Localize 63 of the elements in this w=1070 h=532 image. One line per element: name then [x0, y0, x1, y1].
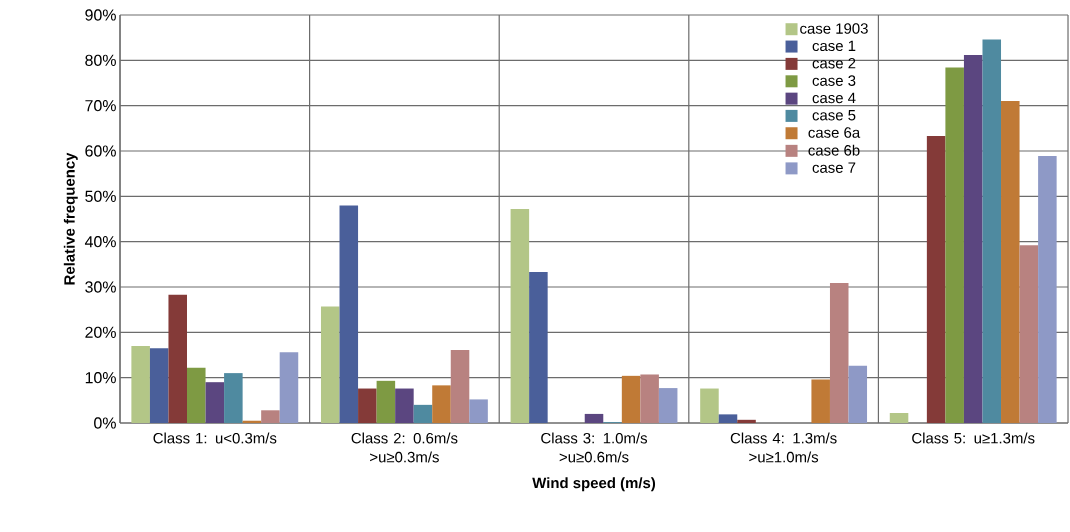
- legend-label: case 6a: [808, 127, 861, 138]
- bar: [945, 67, 964, 423]
- bar: [432, 385, 451, 423]
- legend-label: case 3: [812, 75, 856, 86]
- bar: [205, 382, 225, 423]
- bar: [187, 367, 206, 423]
- y-tick-label: 10%: [85, 372, 116, 384]
- bar: [168, 294, 187, 423]
- bar: [889, 413, 909, 423]
- x-tick-label: Class 5: u≥1.3m/s: [912, 432, 1035, 444]
- bar: [1001, 101, 1020, 423]
- bar: [700, 388, 719, 423]
- bar: [358, 388, 377, 423]
- bar: [737, 419, 756, 423]
- bar: [848, 365, 868, 423]
- bar: [510, 209, 530, 423]
- bar: [395, 388, 414, 423]
- legend-label: case 4: [812, 92, 856, 104]
- y-tick-label: 90%: [85, 9, 116, 21]
- bar: [584, 413, 604, 423]
- y-tick-label: 20%: [85, 326, 116, 338]
- bar: [339, 205, 359, 423]
- bar: [658, 388, 678, 423]
- bar: [718, 414, 738, 423]
- legend-label: case 5: [812, 110, 856, 121]
- bar: [261, 410, 280, 423]
- bar: [640, 374, 659, 423]
- bar: [829, 282, 849, 423]
- bar: [413, 404, 433, 423]
- bar: [529, 272, 548, 423]
- legend-label: case 1903: [800, 23, 868, 34]
- y-tick-label: 80%: [85, 54, 116, 66]
- bar: [469, 399, 488, 423]
- bar: [450, 350, 470, 423]
- y-tick-label: 50%: [85, 190, 116, 202]
- y-tick-label: 60%: [85, 145, 116, 157]
- bar: [320, 306, 340, 423]
- x-tick-label: Class 1: u<0.3m/s: [153, 432, 277, 444]
- y-tick-label: 0%: [94, 417, 116, 429]
- bar: [1038, 155, 1057, 423]
- legend-label: case 1: [812, 40, 856, 52]
- bar: [963, 54, 983, 423]
- bar: [621, 375, 641, 423]
- bar: [279, 352, 299, 423]
- x-tick-label: Class 3: 1.0m/s >u≥0.6m/s: [541, 432, 648, 463]
- x-axis-title: Wind speed (m/s): [532, 477, 656, 492]
- x-tick-label: Class 4: 1.3m/s >u≥1.0m/s: [730, 432, 837, 463]
- y-tick-label: 40%: [84, 236, 116, 248]
- x-tick-label: Class 2: 0.6m/s >u≥0.3m/s: [351, 432, 458, 463]
- legend-label: case 7: [812, 162, 856, 173]
- y-tick-label: 30%: [85, 281, 116, 293]
- bar: [926, 136, 946, 423]
- legend-label: case 2: [812, 57, 856, 69]
- bar: [1019, 245, 1039, 423]
- bar: [131, 345, 150, 423]
- bar: [224, 373, 243, 423]
- bar: [149, 348, 169, 423]
- legend-label: case 6b: [808, 144, 860, 156]
- y-tick-label: 70%: [85, 100, 116, 112]
- bar: [982, 39, 1002, 423]
- bar: [811, 379, 830, 423]
- bar: [376, 380, 396, 423]
- y-axis-title: Relative frequency: [63, 152, 78, 285]
